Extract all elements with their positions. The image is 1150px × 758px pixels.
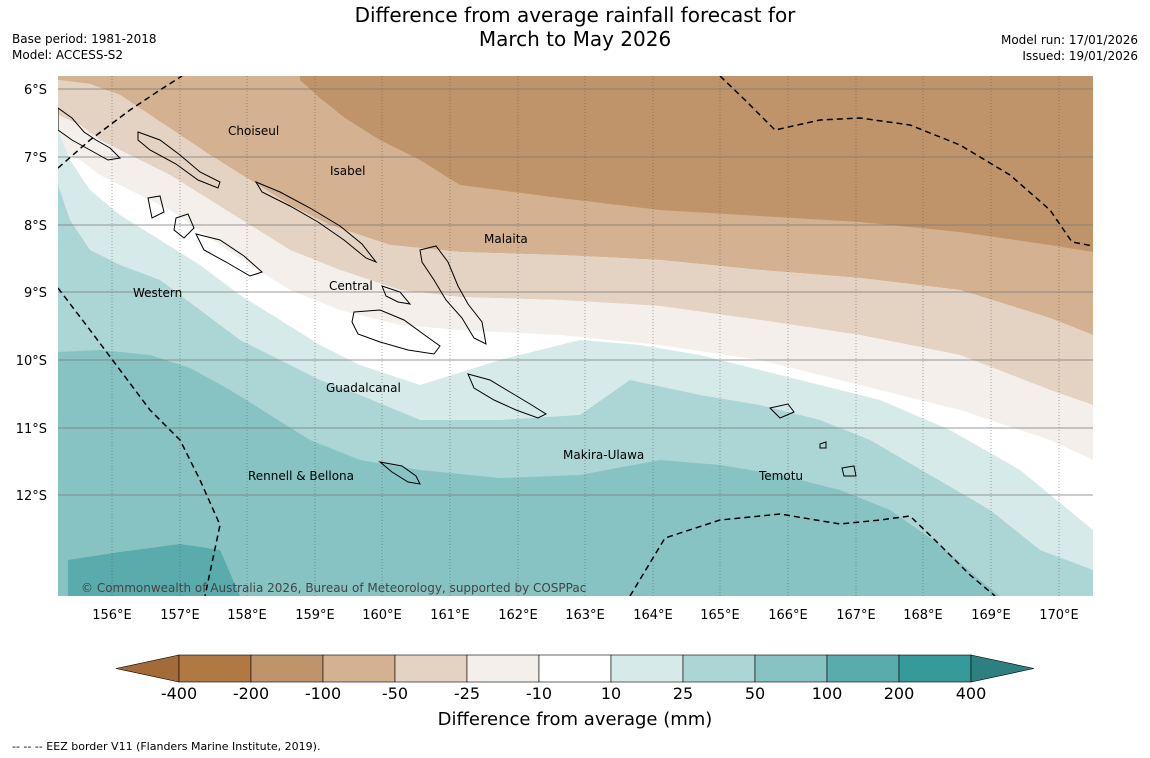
lat-label: 7°S [24, 151, 47, 166]
band-minus-100 [300, 76, 1093, 252]
lon-label: 165°E [700, 608, 740, 623]
lat-label: 6°S [24, 83, 47, 98]
colorbar-tick-label: -10 [525, 684, 553, 703]
place-label: Isabel [330, 164, 365, 178]
place-labels: Choiseul Isabel Malaita Central Western … [133, 124, 803, 483]
bougainville-coast [58, 107, 122, 161]
lat-label: 12°S [16, 489, 47, 504]
colorbar-segment [754, 654, 828, 683]
model-name: Model: ACCESS-S2 [12, 48, 124, 62]
colorbar-tick-label: 200 [883, 684, 915, 703]
colorbar-tick-label: 100 [811, 684, 843, 703]
temotu-island-1 [769, 403, 795, 419]
place-label: Temotu [758, 469, 803, 483]
map-plot-area: Choiseul Isabel Malaita Central Western … [58, 76, 1093, 596]
colorbar-extend-high [970, 654, 1035, 683]
title-line-2: March to May 2026 [478, 27, 672, 51]
western-island-2 [195, 233, 263, 277]
colorbar-tick-label: 10 [600, 684, 622, 703]
lon-label: 167°E [836, 608, 876, 623]
lon-label: 159°E [295, 608, 335, 623]
lon-label: 169°E [971, 608, 1011, 623]
place-label: Central [329, 279, 373, 293]
model-run: Model run: 17/01/2026 [1000, 33, 1138, 47]
place-label: Choiseul [228, 124, 279, 138]
central-islands [381, 285, 412, 305]
colorbar-segment [394, 654, 468, 683]
colorbar-segment [610, 654, 684, 683]
choiseul-island [137, 131, 221, 189]
lon-label: 156°E [92, 608, 132, 623]
colorbar-title: Difference from average (mm) [437, 709, 713, 730]
western-island-3 [147, 195, 165, 219]
lat-label: 11°S [16, 422, 47, 437]
colorbar-segment [826, 654, 900, 683]
temotu-island-3 [819, 441, 827, 449]
lon-label: 162°E [498, 608, 538, 623]
place-label: Rennell & Bellona [248, 469, 354, 483]
band-minus-10 [58, 115, 1093, 460]
issued-date: Issued: 19/01/2026 [1022, 49, 1138, 63]
lon-label: 161°E [430, 608, 470, 623]
place-label: Guadalcanal [326, 381, 401, 395]
western-island-1 [173, 213, 195, 239]
colorbar-segment [898, 654, 972, 683]
colorbar-tick-label: -50 [381, 684, 409, 703]
colorbar-segment [178, 654, 252, 683]
band-plus-100 [68, 544, 240, 596]
colorbar-tick-label: -100 [304, 684, 342, 703]
lon-label: 168°E [903, 608, 943, 623]
lat-label: 8°S [24, 219, 47, 234]
colorbar-segment [250, 654, 324, 683]
title-line-1: Difference from average rainfall forecas… [354, 3, 796, 27]
latitude-labels: 6°S 7°S 8°S 9°S 10°S 11°S 12°S [16, 83, 47, 504]
lat-label: 9°S [24, 286, 47, 301]
colorbar-extend-low [115, 654, 180, 683]
malaita-island [419, 245, 487, 345]
lon-label: 166°E [768, 608, 808, 623]
colorbar-tick-label: -200 [232, 684, 270, 703]
eez-legend-note: -- -- -- EEZ border V11 (Flanders Marine… [12, 740, 321, 753]
band-minus-25-a [58, 80, 1093, 405]
lon-label: 164°E [633, 608, 673, 623]
guadalcanal-island [351, 309, 441, 355]
meta-left: Base period: 1981-2018 Model: ACCESS-S2 [12, 31, 157, 63]
longitude-labels: 156°E 157°E 158°E 159°E 160°E 161°E 162°… [92, 608, 1079, 623]
colorbar-tick-label: 400 [955, 684, 987, 703]
colorbar [115, 654, 1035, 683]
lon-label: 160°E [362, 608, 402, 623]
isabel-island [254, 180, 378, 264]
lon-label: 158°E [227, 608, 267, 623]
coastlines [58, 107, 857, 485]
lat-grid-lines [58, 88, 1093, 496]
rennell-island [378, 461, 421, 485]
lat-label: 10°S [16, 354, 47, 369]
colorbar-segment [538, 654, 612, 683]
map-title: Difference from average rainfall forecas… [0, 3, 1150, 51]
meta-right: Model run: 17/01/2026 Issued: 19/01/2026 [1001, 32, 1138, 64]
colorbar-segment [322, 654, 396, 683]
lon-label: 170°E [1039, 608, 1079, 623]
makira-island [467, 373, 548, 419]
place-label: Makira-Ulawa [563, 448, 644, 462]
colorbar-tick-label: -25 [453, 684, 481, 703]
band-plus-50 [58, 350, 1000, 596]
temotu-island-2 [841, 465, 857, 477]
colorbar-segment [466, 654, 540, 683]
lon-label: 157°E [160, 608, 200, 623]
colorbar-tick-label: 50 [744, 684, 766, 703]
place-label: Western [133, 286, 182, 300]
place-label: Malaita [484, 232, 528, 246]
eez-borders [58, 76, 1093, 596]
colorbar-segment [682, 654, 756, 683]
lon-label: 163°E [565, 608, 605, 623]
base-period: Base period: 1981-2018 [12, 32, 157, 46]
copyright-notice: © Commonwealth of Australia 2026, Bureau… [81, 581, 586, 595]
colorbar-tick-label: 25 [672, 684, 694, 703]
colorbar-tick-label: -400 [160, 684, 198, 703]
